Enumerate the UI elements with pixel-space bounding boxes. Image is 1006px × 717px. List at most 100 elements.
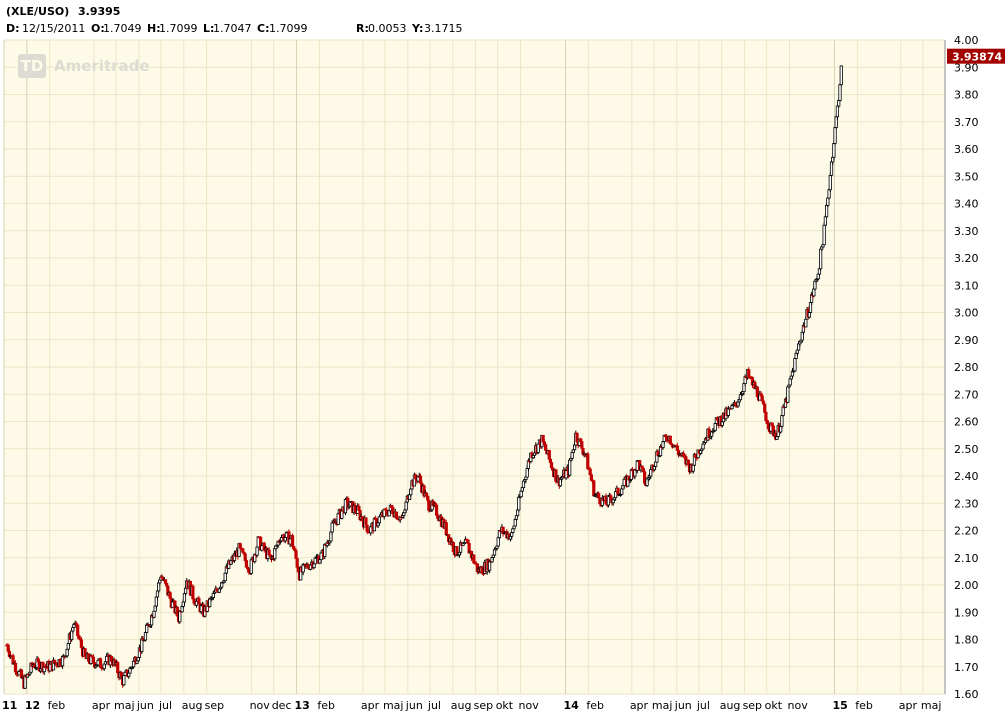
x-tick-label: maj <box>114 699 135 712</box>
open-value: 1.7049 <box>103 22 142 35</box>
x-tick-label: 13 <box>295 699 310 712</box>
candle-body <box>691 464 695 472</box>
candle-body <box>570 452 574 459</box>
candle-body <box>267 549 271 556</box>
x-tick-label: jul <box>696 699 710 712</box>
candle-body <box>713 423 717 431</box>
x-tick-label: feb <box>317 699 335 712</box>
y-tick-label: 2.60 <box>954 416 979 429</box>
x-tick-label: dec <box>272 699 292 712</box>
candlestick-series[interactable] <box>5 65 843 690</box>
x-tick-label: nov <box>788 699 809 712</box>
y-tick-label: 3.70 <box>954 116 979 129</box>
low-label: L: <box>203 22 214 35</box>
candle-body <box>588 468 592 476</box>
last-price-tag: 3.93874 <box>947 48 1005 64</box>
candle-body <box>313 557 317 565</box>
candle-body <box>444 522 448 536</box>
y-tick-label: 1.80 <box>954 634 979 647</box>
open-label: O: <box>91 22 105 35</box>
x-tick-label: feb <box>586 699 604 712</box>
close-label: C: <box>257 22 269 35</box>
candle-body <box>793 358 797 372</box>
x-tick-label: jun <box>136 699 154 712</box>
x-tick-label: jul <box>427 699 441 712</box>
x-tick-label: apr <box>361 699 380 712</box>
x-tick-label: apr <box>899 699 918 712</box>
candle-body <box>832 143 836 158</box>
candle-body <box>330 522 334 533</box>
y-tick-label: 3.00 <box>954 307 979 320</box>
x-tick-label: 11 <box>2 699 17 712</box>
range-label: R: <box>356 22 369 35</box>
y-label: Y: <box>411 22 423 35</box>
x-tick-label: aug <box>451 699 472 712</box>
symbol-label: (XLE/USO) <box>6 5 69 18</box>
low-value: 1.7047 <box>213 22 252 35</box>
candle-body <box>122 675 126 686</box>
bar-date: 12/15/2011 <box>22 22 85 35</box>
x-tick-label: okt <box>496 699 514 712</box>
brand-watermark: Ameritrade <box>54 57 150 75</box>
y-tick-label: 2.10 <box>954 552 979 565</box>
x-tick-label: feb <box>48 699 66 712</box>
last-price-tag-text: 3.93874 <box>952 51 1002 64</box>
y-tick-label: 1.70 <box>954 661 979 674</box>
candle-body <box>290 535 295 547</box>
x-axis: 11 12 feb apr maj jun jul aug sep nov dec 13 feb apr m… <box>2 699 941 712</box>
candle-body <box>191 585 195 600</box>
x-tick-label: 15 <box>832 699 847 712</box>
y-tick-label: 2.80 <box>954 361 979 374</box>
candle-body <box>839 65 843 86</box>
y-tick-label: 2.20 <box>954 525 979 538</box>
candle-body <box>586 453 590 469</box>
candle-body <box>364 517 368 526</box>
y-tick-label: 3.30 <box>954 225 979 238</box>
y-tick-label: 3.50 <box>954 170 979 183</box>
candle-body <box>547 450 551 460</box>
td-logo-icon <box>18 54 46 78</box>
last-price-tag-background <box>947 48 1005 64</box>
y-value: 3.1715 <box>424 22 463 35</box>
y-tick-label: 3.10 <box>954 279 979 292</box>
x-tick-label: jun <box>405 699 423 712</box>
candle-body <box>377 516 381 524</box>
y-tick-label: 2.00 <box>954 579 979 592</box>
x-tick-label: nov <box>250 699 271 712</box>
x-tick-label: feb <box>855 699 873 712</box>
y-tick-label: 2.50 <box>954 443 979 456</box>
candle-body <box>91 656 95 663</box>
y-tick-label: 4.00 <box>954 34 979 47</box>
candle-body <box>496 537 500 547</box>
candle-body <box>823 216 827 226</box>
y-tick-label: 3.20 <box>954 252 979 265</box>
candle-body <box>145 624 149 633</box>
candle-body <box>819 248 823 270</box>
y-tick-label: 2.40 <box>954 470 979 483</box>
y-tick-label: 2.70 <box>954 388 979 401</box>
candle-body <box>517 496 521 511</box>
td-logo-text: TD <box>21 57 44 75</box>
candle-body <box>828 174 832 191</box>
candle-body <box>60 655 65 667</box>
candle-body <box>472 554 476 564</box>
candle-body <box>822 224 826 246</box>
candle-body <box>455 546 459 556</box>
candle-body <box>838 84 842 101</box>
chart-header: (XLE/USO) 3.9395 D: 12/15/2011 O: 1.7049… <box>6 5 463 35</box>
candle-body <box>597 492 601 499</box>
x-tick-label: 14 <box>564 699 580 712</box>
x-tick-label: sep <box>205 699 224 712</box>
x-tick-label: sep <box>474 699 493 712</box>
candle-body <box>766 423 770 430</box>
y-tick-label: 3.90 <box>954 61 979 74</box>
candle-body <box>255 546 259 556</box>
x-tick-label: maj <box>652 699 673 712</box>
x-tick-label: 12 <box>25 699 40 712</box>
candle-body <box>116 662 120 674</box>
y-axis: 1.60 1.70 1.80 1.90 2.00 2.10 2.20 2.30 2.40 2.50… <box>944 34 979 701</box>
candle-body <box>804 318 808 328</box>
y-tick-label: 3.80 <box>954 89 979 102</box>
candle-body <box>701 443 705 450</box>
